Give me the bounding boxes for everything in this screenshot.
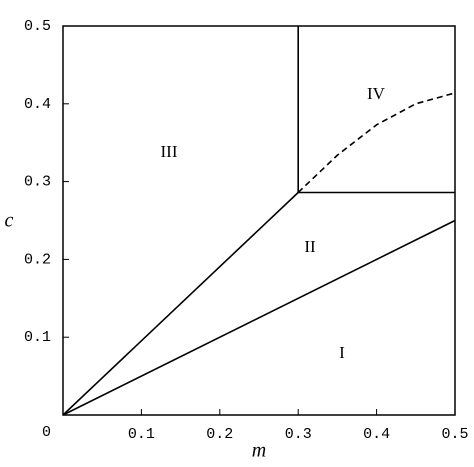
- x-tick-label: 0.3: [285, 426, 312, 443]
- x-tick-label: 0.1: [128, 426, 155, 443]
- x-tick-label: 0.4: [363, 426, 390, 443]
- plot-frame: [62, 25, 456, 416]
- region-label: IV: [367, 84, 386, 103]
- y-tick-label: 0: [42, 424, 51, 441]
- y-tick-label: 0.4: [24, 96, 51, 113]
- y-tick-label: 0.2: [24, 251, 51, 268]
- dashed-boundary: [297, 92, 456, 194]
- y-tick-label: 0.1: [24, 329, 51, 346]
- region-label: I: [339, 343, 345, 362]
- region-label: III: [161, 142, 178, 161]
- x-tick-label: 0.5: [441, 426, 468, 443]
- boundary-line: [62, 191, 299, 416]
- y-tick-label: 0.5: [24, 18, 51, 35]
- x-tick-label: 0.2: [206, 426, 233, 443]
- y-tick-label: 0.3: [24, 174, 51, 191]
- boundary-line: [62, 219, 456, 416]
- x-axis-label: m: [252, 440, 266, 462]
- region-label: II: [304, 237, 316, 256]
- y-axis-label: c: [5, 210, 14, 232]
